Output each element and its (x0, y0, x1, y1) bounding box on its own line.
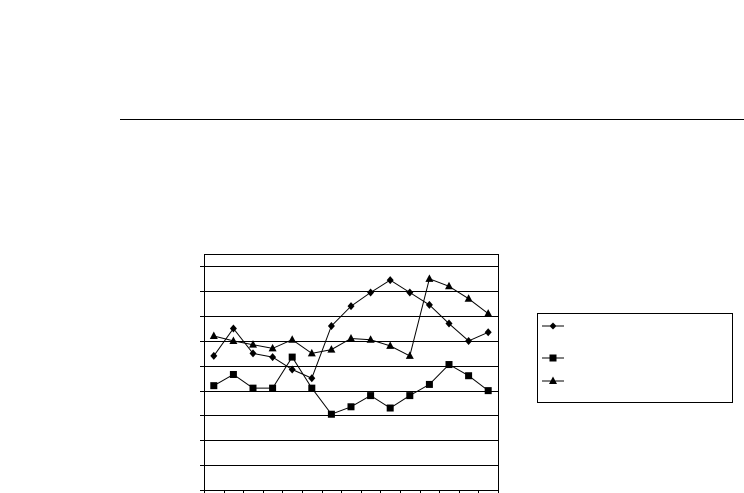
data-point-diamond (484, 328, 492, 337)
series-2 (210, 353, 492, 418)
data-point-square (308, 384, 316, 392)
data-point-square (406, 392, 414, 400)
data-point-diamond (445, 319, 453, 328)
data-point-triangle (249, 340, 257, 348)
data-point-triangle (386, 341, 395, 349)
data-point-triangle (307, 348, 316, 357)
data-point-triangle (464, 294, 473, 302)
data-point-square (465, 372, 473, 380)
data-point-diamond (386, 276, 394, 285)
data-point-diamond (269, 353, 277, 362)
data-point-square (386, 404, 394, 412)
data-point-square (445, 361, 453, 369)
data-point-diamond (367, 288, 375, 297)
legend-square-marker-icon (542, 354, 564, 362)
data-point-triangle (484, 309, 493, 317)
data-point-diamond (308, 374, 316, 383)
data-point-diamond (210, 351, 218, 360)
data-point-diamond (288, 365, 296, 374)
data-point-square (425, 380, 433, 388)
legend-item-series-1 (538, 319, 732, 333)
legend-item-series-3 (538, 374, 732, 388)
data-point-square (288, 353, 296, 361)
data-point-triangle (327, 345, 336, 353)
header-rule (120, 119, 744, 120)
data-point-triangle (445, 281, 453, 290)
data-point-diamond (249, 349, 257, 358)
legend (537, 313, 733, 403)
data-point-diamond (465, 336, 473, 345)
data-point-triangle (229, 336, 238, 344)
data-point-square (229, 370, 237, 378)
legend-triangle-marker-icon (542, 376, 564, 384)
series-1 (210, 276, 492, 383)
data-point-triangle (347, 333, 355, 342)
data-point-triangle (209, 331, 218, 339)
data-point-square (367, 392, 375, 400)
data-point-square (327, 410, 335, 418)
data-point-triangle (268, 343, 277, 352)
data-point-square (249, 384, 257, 392)
data-point-triangle (366, 335, 375, 343)
data-point-diamond (425, 300, 433, 309)
data-point-diamond (229, 324, 237, 333)
data-point-diamond (347, 302, 355, 311)
data-point-triangle (405, 351, 414, 359)
axes (200, 254, 499, 493)
data-point-square (210, 382, 218, 390)
data-point-square (347, 403, 355, 411)
data-point-triangle (288, 335, 297, 343)
data-point-square (269, 384, 277, 392)
data-point-triangle (425, 274, 434, 282)
series-layer (209, 274, 493, 418)
legend-item-series-2 (538, 351, 732, 365)
data-point-diamond (406, 288, 414, 297)
data-point-square (484, 387, 492, 395)
legend-diamond-marker-icon (542, 322, 564, 330)
data-point-diamond (327, 322, 335, 331)
series-3 (209, 274, 493, 359)
